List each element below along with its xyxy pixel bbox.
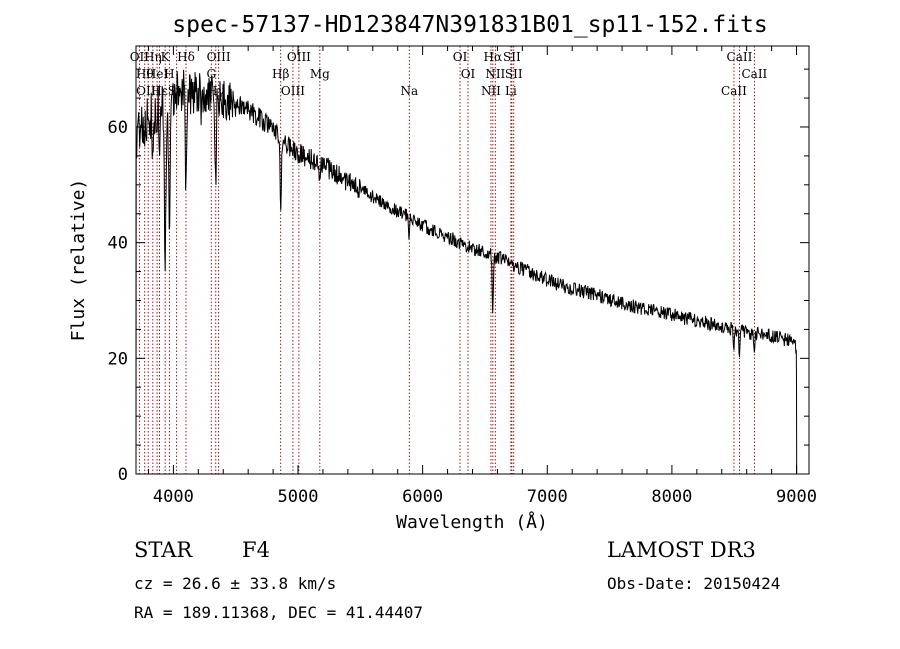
line-marker-label: NII bbox=[485, 67, 505, 81]
y-tick-label: 0 bbox=[118, 465, 128, 485]
line-marker-label: Hε bbox=[151, 84, 168, 98]
line-marker-label: H bbox=[164, 67, 174, 81]
line-marker-label: CaII bbox=[727, 50, 753, 64]
line-marker-label: SII bbox=[503, 50, 521, 64]
line-marker-label: OIII bbox=[207, 50, 231, 64]
line-marker-label: Hθ bbox=[136, 67, 154, 81]
y-tick-label: 60 bbox=[108, 118, 128, 138]
observation-date: Obs-Date: 20150424 bbox=[607, 574, 781, 593]
redshift-value: cz = 26.6 ± 33.8 km/s bbox=[134, 574, 337, 593]
x-tick-label: 5000 bbox=[278, 487, 319, 507]
line-marker-label: CaII bbox=[741, 67, 767, 81]
line-marker-label: CaII bbox=[721, 84, 747, 98]
line-markers bbox=[138, 46, 755, 474]
survey-name: LAMOST DR3 bbox=[607, 538, 756, 562]
x-tick-label: 6000 bbox=[402, 487, 443, 507]
line-marker-label: OIII bbox=[136, 84, 160, 98]
line-marker-label: Li bbox=[505, 84, 517, 98]
y-tick-label: 40 bbox=[108, 234, 128, 254]
line-marker-label: OII bbox=[130, 50, 150, 64]
line-marker-label: Hα bbox=[484, 50, 503, 64]
line-marker-label: SII bbox=[505, 67, 523, 81]
chart-title: spec-57137-HD123847N391831B01_sp11-152.f… bbox=[172, 12, 767, 38]
coordinates: RA = 189.11368, DEC = 41.44407 bbox=[134, 603, 423, 622]
x-axis-ticks: 4000 5000 6000 7000 8000 9000 bbox=[147, 46, 817, 507]
x-tick-label: 4000 bbox=[153, 487, 194, 507]
line-marker-label: NII bbox=[481, 84, 501, 98]
line-marker-label: OIII bbox=[281, 84, 305, 98]
plot-frame bbox=[135, 45, 810, 475]
line-marker-label: HeI bbox=[146, 67, 169, 81]
line-marker-label: Hη bbox=[144, 50, 162, 64]
line-marker-label: G bbox=[206, 67, 216, 81]
line-marker-label: Na bbox=[400, 84, 418, 98]
line-marker-label: OIII bbox=[287, 50, 311, 64]
line-marker-label: Mg bbox=[310, 67, 330, 81]
x-tick-label: 8000 bbox=[651, 487, 692, 507]
x-tick-label: 9000 bbox=[776, 487, 817, 507]
line-marker-label: Hδ bbox=[177, 50, 195, 64]
spectral-subclass: F4 bbox=[242, 538, 270, 562]
x-axis-label: Wavelength (Å) bbox=[396, 511, 548, 533]
line-marker-label: OI bbox=[453, 50, 468, 64]
x-tick-label: 7000 bbox=[527, 487, 568, 507]
y-tick-label: 20 bbox=[108, 349, 128, 369]
y-axis-ticks: 0 20 40 60 bbox=[108, 68, 809, 485]
object-type: STAR bbox=[134, 538, 193, 562]
line-marker-label: Hβ bbox=[272, 67, 289, 81]
line-marker-labels: OIIHθOIIIHηHeIHεKHSIIHδGHγOIIIHβOIIIOIII… bbox=[130, 50, 768, 98]
y-axis-label: Flux (relative) bbox=[68, 179, 89, 342]
line-marker-label: OI bbox=[461, 67, 476, 81]
line-marker-label: K bbox=[161, 50, 171, 64]
spectrum-trace bbox=[135, 69, 798, 475]
